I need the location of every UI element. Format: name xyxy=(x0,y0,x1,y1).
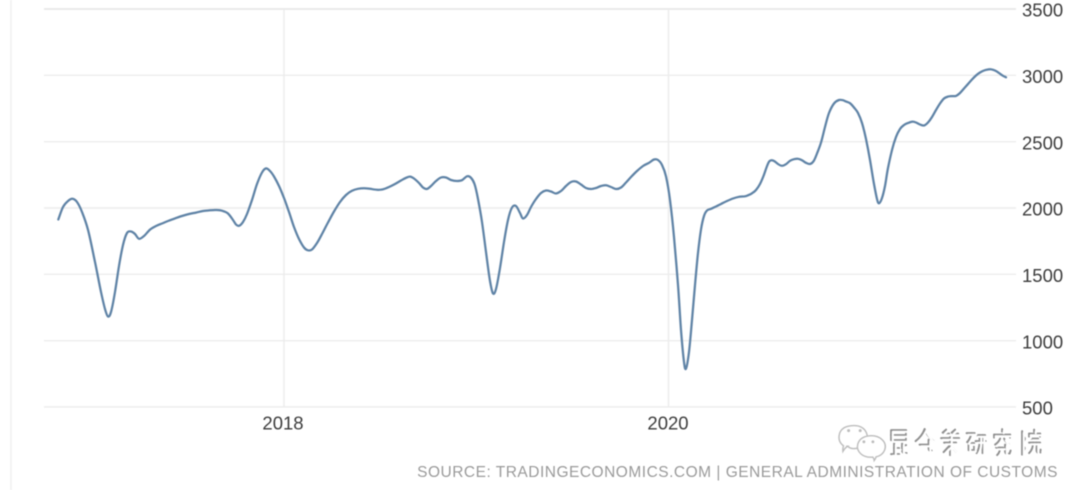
svg-text:3000: 3000 xyxy=(1022,66,1063,87)
svg-text:2000: 2000 xyxy=(1022,199,1063,220)
svg-text:2018: 2018 xyxy=(262,413,303,434)
svg-text:500: 500 xyxy=(1022,398,1053,419)
svg-text:1500: 1500 xyxy=(1022,265,1063,286)
svg-text:2020: 2020 xyxy=(647,413,688,434)
svg-text:2500: 2500 xyxy=(1022,132,1063,153)
svg-text:SOURCE: TRADINGECONOMICS.COM |: SOURCE: TRADINGECONOMICS.COM | GENERAL A… xyxy=(417,464,1058,481)
svg-text:1000: 1000 xyxy=(1022,331,1063,352)
svg-text:3500: 3500 xyxy=(1022,0,1063,21)
